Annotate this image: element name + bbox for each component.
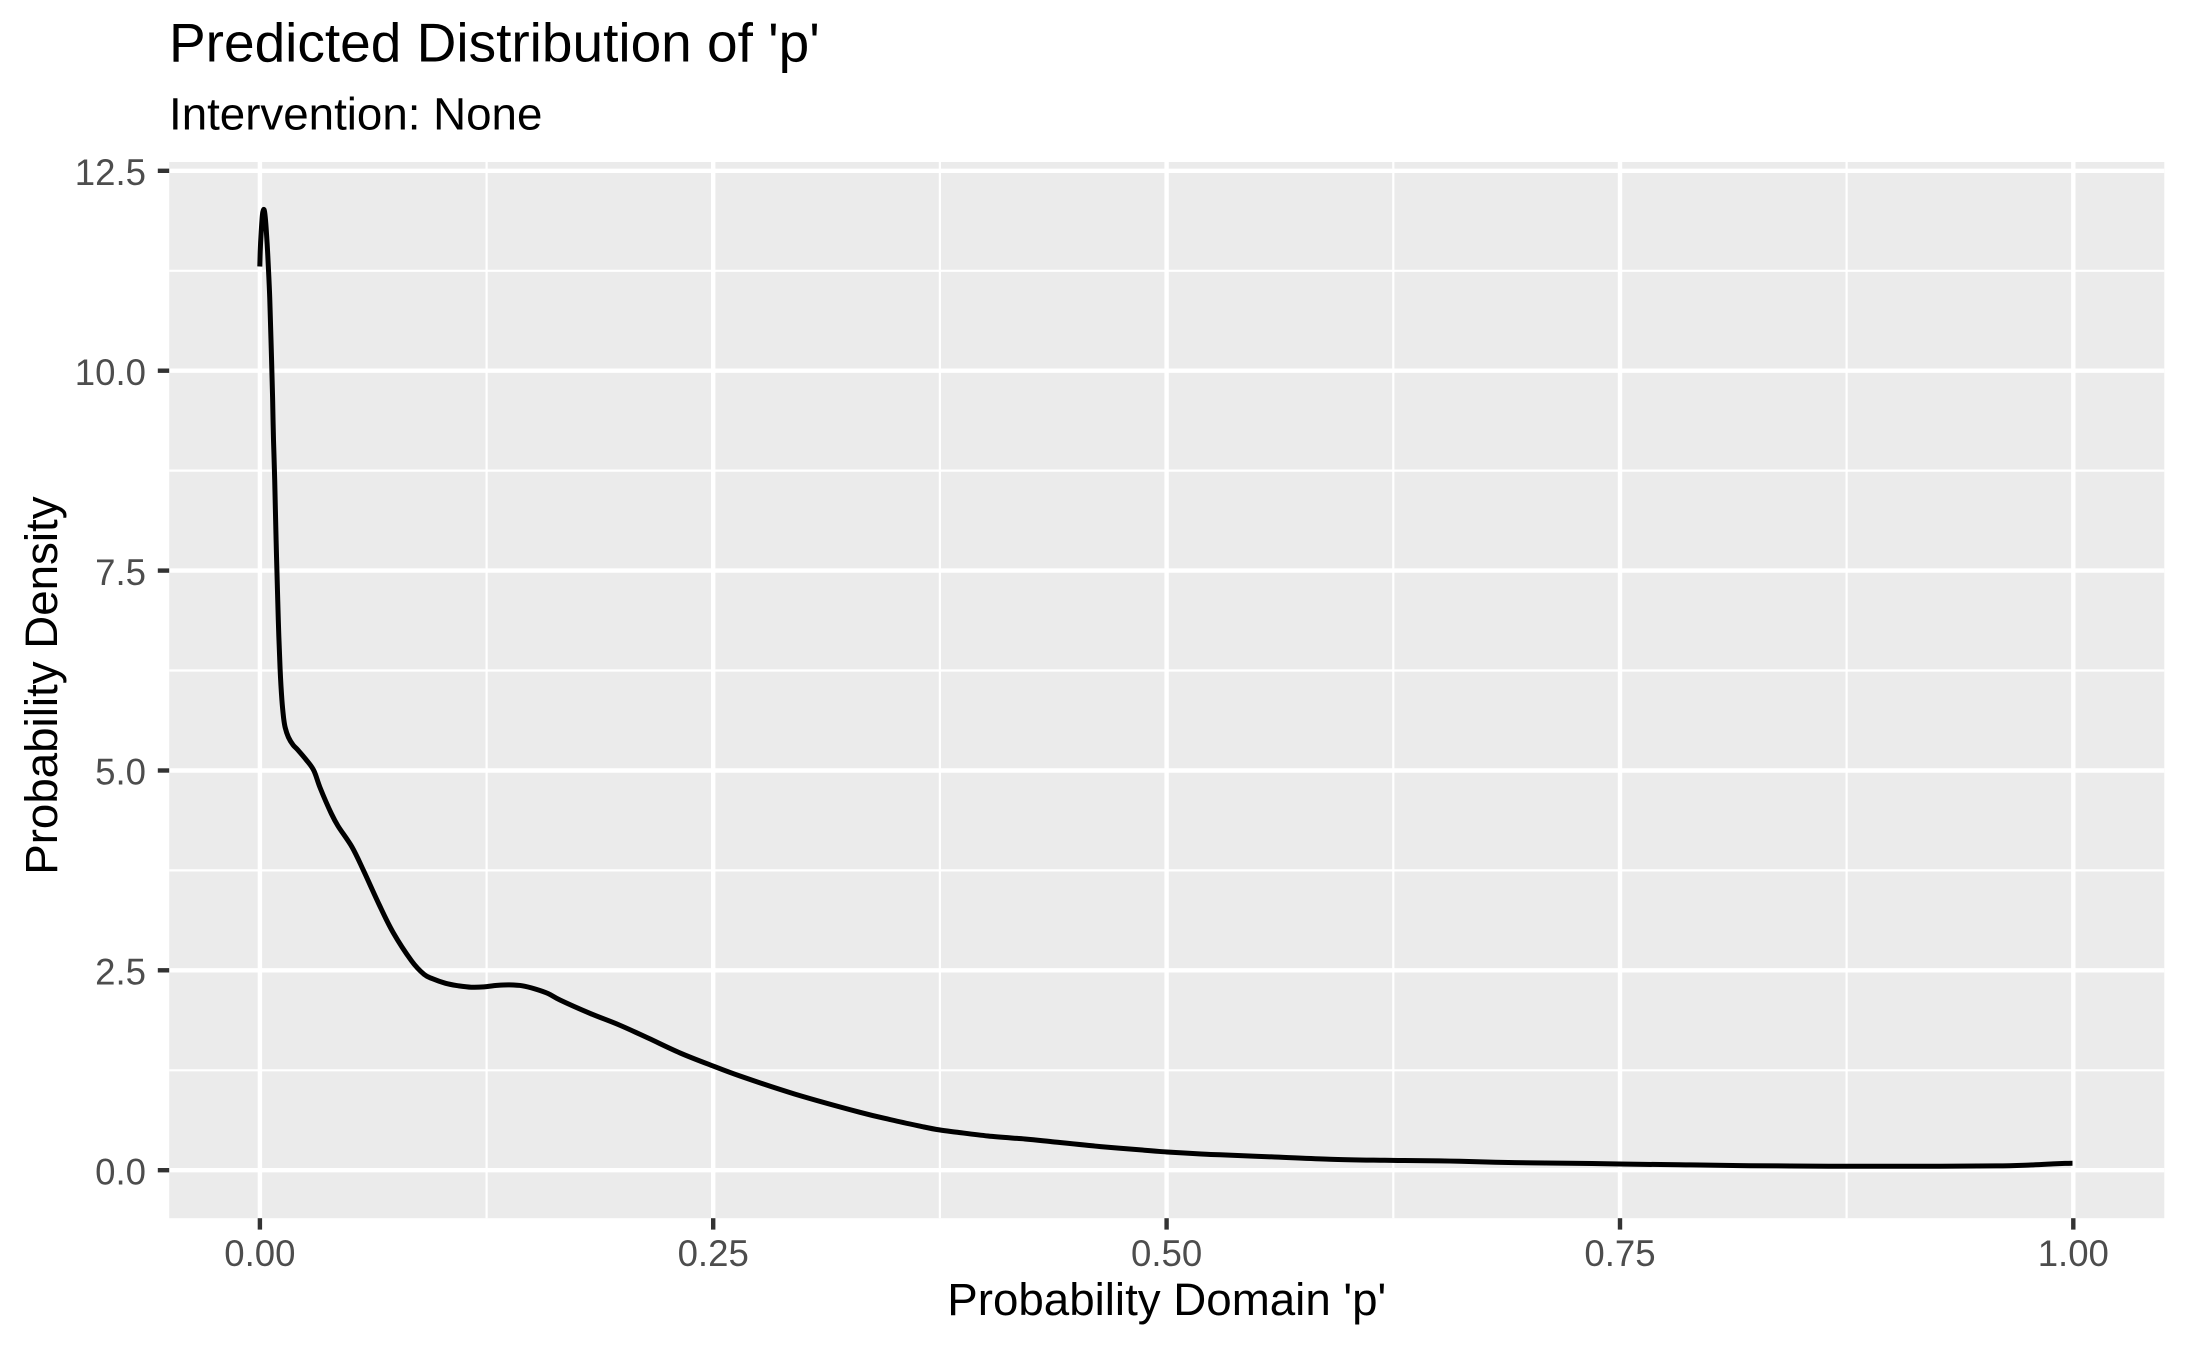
svg-text:5.0: 5.0 (95, 752, 146, 793)
svg-text:Probability Density: Probability Density (16, 496, 67, 875)
svg-text:7.5: 7.5 (95, 552, 146, 593)
svg-text:0.25: 0.25 (678, 1233, 749, 1274)
svg-text:0.75: 0.75 (1584, 1233, 1655, 1274)
svg-text:1.00: 1.00 (2038, 1233, 2109, 1274)
svg-text:12.5: 12.5 (75, 152, 146, 193)
svg-text:Probability Domain 'p': Probability Domain 'p' (947, 1274, 1386, 1325)
svg-text:0.00: 0.00 (224, 1233, 295, 1274)
svg-text:0.50: 0.50 (1131, 1233, 1202, 1274)
svg-text:0.0: 0.0 (95, 1151, 146, 1192)
svg-text:2.5: 2.5 (95, 952, 146, 993)
svg-text:Predicted Distribution of 'p': Predicted Distribution of 'p' (169, 12, 820, 74)
svg-text:10.0: 10.0 (75, 352, 146, 393)
svg-text:Intervention: None: Intervention: None (169, 89, 542, 140)
